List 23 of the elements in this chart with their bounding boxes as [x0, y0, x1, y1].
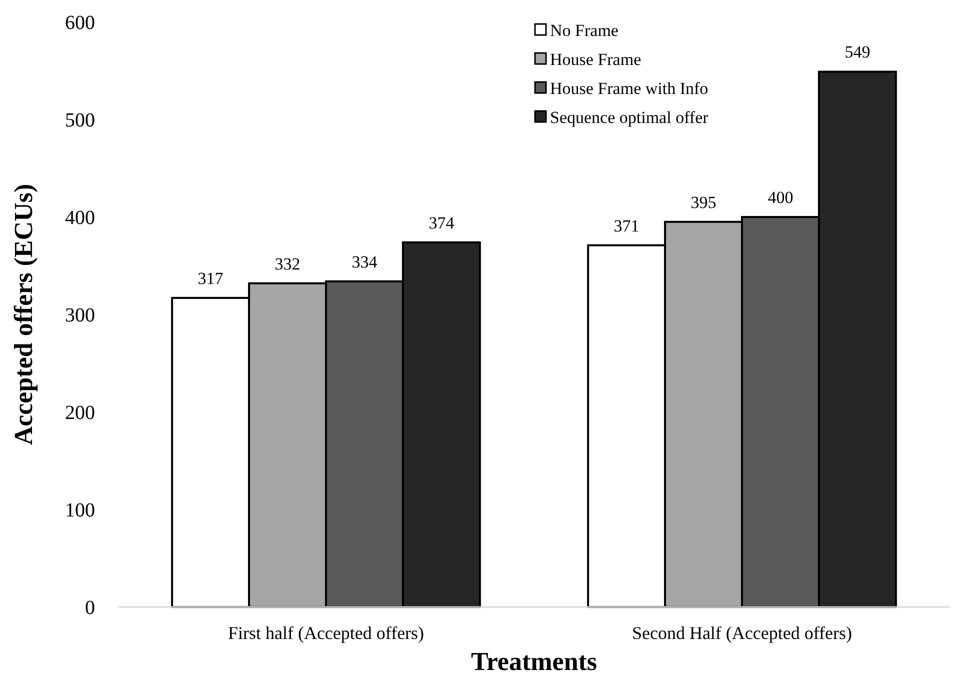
y-tick-label: 500 [65, 110, 95, 132]
data-label: 317 [198, 268, 224, 288]
data-label: 332 [274, 254, 300, 274]
x-tick-label: Second Half (Accepted offers) [632, 623, 852, 643]
y-tick-label: 300 [65, 304, 95, 326]
x-axis-title: Treatments [470, 647, 598, 676]
data-label: 400 [768, 188, 794, 207]
legend-label: Sequence optimal offer [550, 108, 709, 127]
legend-label: House Frame with Info [550, 78, 708, 98]
data-label: 549 [844, 42, 870, 62]
legend-label: No Frame [550, 20, 618, 40]
y-tick-label: 600 [65, 12, 95, 34]
y-axis-title: Accepted offers (ECUs) [9, 184, 38, 446]
y-tick-label: 100 [65, 500, 95, 522]
legend-label: House Frame [550, 50, 642, 69]
data-label: 395 [690, 192, 716, 212]
y-tick-label: 0 [85, 597, 95, 619]
data-label: 374 [428, 213, 455, 232]
data-label: 371 [614, 216, 640, 236]
y-tick-label: 200 [65, 402, 95, 424]
data-label: 334 [352, 252, 378, 272]
y-tick-label: 400 [65, 207, 95, 229]
x-tick-label: First half (Accepted offers) [228, 623, 424, 643]
